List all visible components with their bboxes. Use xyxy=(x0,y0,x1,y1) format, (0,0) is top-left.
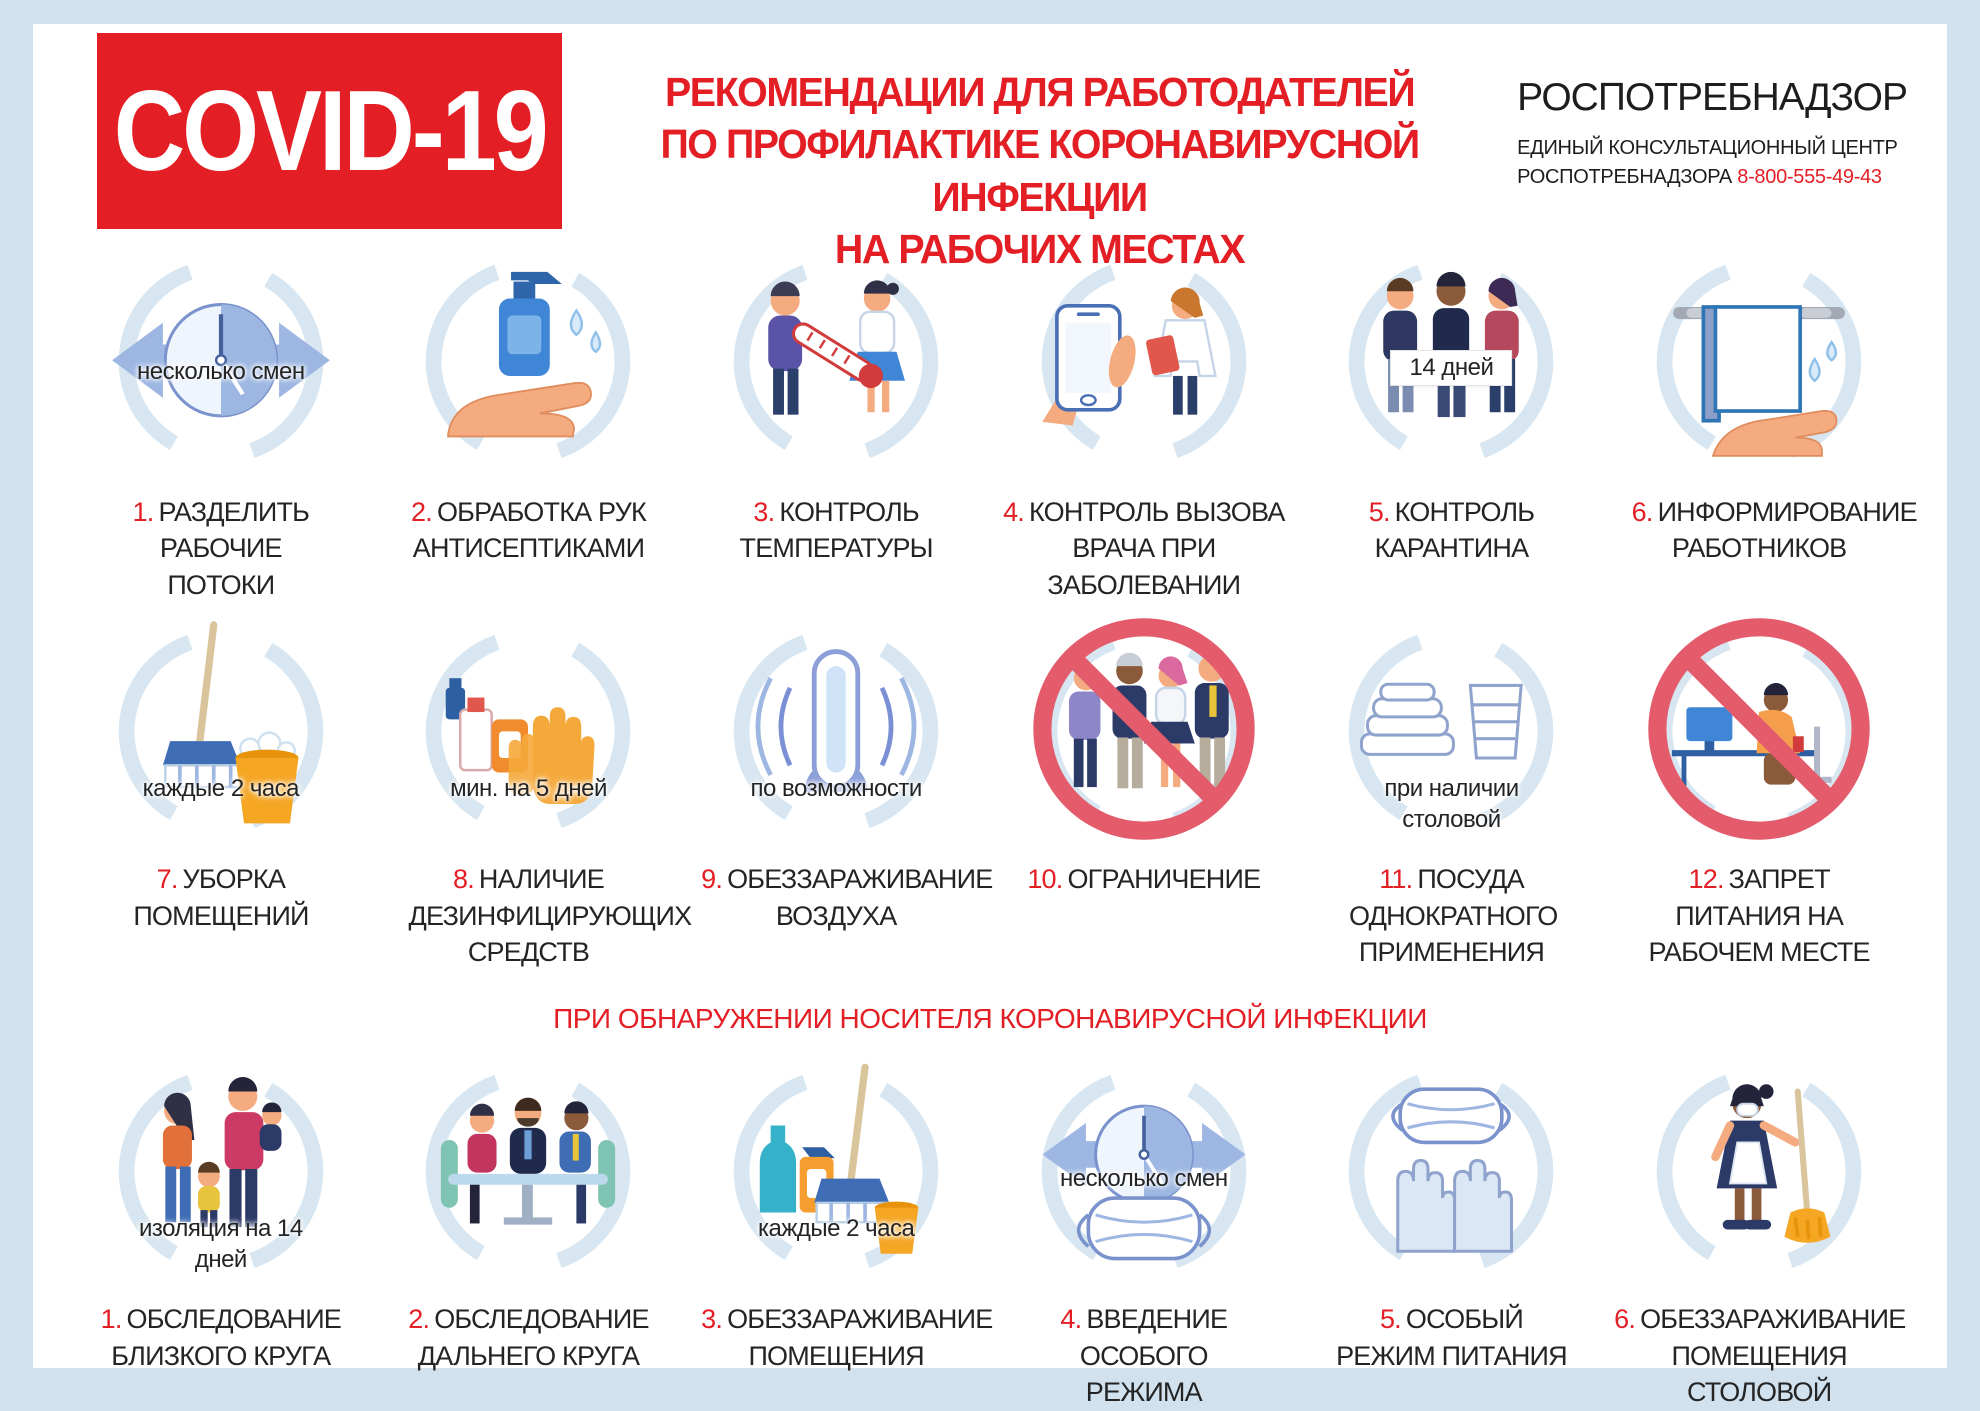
mask-gloves-icon xyxy=(1349,1069,1554,1274)
item-8-disinfectants-stock: мин. на 5 дней 8. НАЛИЧИЕ ДЕЗИНФИЦИРУЮЩИХ… xyxy=(375,603,692,993)
thermometer-check-icon xyxy=(733,259,939,464)
meeting-table-icon xyxy=(426,1069,631,1274)
item-label: 7. УБОРКА ПОМЕЩЕНИЙ xyxy=(133,864,309,931)
item-room-disinfection: каждые 2 часа 3. ОБЕЗЗАРАЖИВАНИЕ ПОМЕЩЕНИ… xyxy=(682,1043,993,1410)
item-special-catering-regime: 5. ОСОБЫЙ РЕЖИМ ПИТАНИЯ xyxy=(1298,1043,1606,1410)
recommendations-row-2: каждые 2 часа 7. УБОРКА ПОМЕЩЕНИЙ xyxy=(33,603,1947,993)
clock-shifts-icon xyxy=(111,259,330,464)
quarantine-days-badge: 14 дней xyxy=(1390,350,1513,386)
air-recirculator-icon xyxy=(733,629,939,834)
title-line-1: РЕКОМЕНДАЦИИ ДЛЯ РАБОТОДАТЕЛЕЙ xyxy=(664,69,1416,115)
item-caption: каждые 2 часа xyxy=(757,1215,915,1243)
item-caption: при наличии столовой xyxy=(1384,774,1519,834)
family-circle-icon xyxy=(118,1069,324,1274)
cleaning-supplies-icon xyxy=(733,1064,939,1274)
agency-name: РОСПОТРЕБНАДЗОР xyxy=(1517,76,1908,119)
item-label: 4. КОНТРОЛЬ ВЫЗОВА ВРАЧА ПРИ ЗАБОЛЕВАНИИ xyxy=(1003,497,1285,600)
title-line-3: НА РАБОЧИХ МЕСТАХ xyxy=(834,226,1246,273)
no-eating-desk-icon xyxy=(1648,618,1870,841)
recommendations-row-1: несколько смен 1. РАЗДЕЛИТЬ РАБОЧИЕ ПОТОК… xyxy=(33,230,1947,603)
item-7-room-cleaning: каждые 2 часа 7. УБОРКА ПОМЕЩЕНИЙ xyxy=(67,603,375,993)
mop-bucket-icon xyxy=(118,621,324,834)
item-caption: несколько смен xyxy=(1060,1165,1228,1193)
item-label: 5. КОНТРОЛЬ КАРАНТИНА xyxy=(1368,497,1535,564)
agency-block: РОСПОТРЕБНАДЗОР ЕДИНЫЙ КОНСУЛЬТАЦИОННЫЙ … xyxy=(1517,76,1908,192)
item-6-informing-workers: 6. ИНФОРМИРОВАНИЕ РАБОТНИКОВ xyxy=(1605,230,1918,603)
item-caption: несколько смен xyxy=(137,358,305,385)
hotline-info: ЕДИНЫЙ КОНСУЛЬТАЦИОННЫЙ ЦЕНТР РОСПОТРЕБН… xyxy=(1517,134,1907,192)
item-label: 6. ОБЕЗЗАРАЖИВАНИЕ ПОМЕЩЕНИЯ СТОЛОВОЙ xyxy=(1614,1304,1906,1408)
title-line-2: ПО ПРОФИЛАКТИКЕ КОРОНАВИРУСНОЙ ИНФЕКЦИИ xyxy=(660,121,1420,220)
item-label: 10. ОГРАНИЧЕНИЕ xyxy=(1027,864,1261,895)
item-caption: по возможности xyxy=(750,775,923,803)
hand-antiseptic-icon xyxy=(426,259,631,464)
disinfectants-gloves-icon xyxy=(426,629,631,834)
item-12-no-eating-at-workplace: 12. ЗАПРЕТ ПИТАНИЯ НА РАБОЧЕМ МЕСТЕ xyxy=(1605,603,1913,993)
item-label: 4. ВВЕДЕНИЕ ОСОБОГО РЕЖИМА xyxy=(1060,1304,1228,1408)
item-caption: мин. на 5 дней xyxy=(450,775,607,803)
item-caption: каждые 2 часа xyxy=(142,775,300,803)
item-1-split-flows: несколько смен 1. РАЗДЕЛИТЬ РАБОЧИЕ ПОТОК… xyxy=(67,230,375,603)
clock-mask-icon xyxy=(1041,1069,1247,1274)
hotline-phone: 8-800-555-49-43 xyxy=(1737,166,1882,188)
item-label: 8. НАЛИЧИЕ ДЕЗИНФИЦИРУЮЩИХ СРЕДСТВ xyxy=(408,864,692,968)
no-gatherings-icon xyxy=(1033,618,1255,841)
item-label: 3. ОБЕЗЗАРАЖИВАНИЕ ПОМЕЩЕНИЯ xyxy=(701,1304,993,1371)
item-9-air-disinfection: по возможности 9. ОБЕЗЗАРАЖИВАНИЕ ВОЗДУХА xyxy=(682,603,993,993)
item-far-circle-examination: 2. ОБСЛЕДОВАНИЕ ДАЛЬНЕГО КРУГА xyxy=(375,1043,683,1410)
towel-hand-icon xyxy=(1656,259,1862,464)
page-title: РЕКОМЕНДАЦИИ ДЛЯ РАБОТОДАТЕЛЕЙ ПО ПРОФИЛ… xyxy=(581,66,1498,276)
header: COVID-19 РЕКОМЕНДАЦИИ ДЛЯ РАБОТОДАТЕЛЕЙ … xyxy=(33,24,1947,272)
item-4-doctor-call-control: 4. КОНТРОЛЬ ВЫЗОВА ВРАЧА ПРИ ЗАБОЛЕВАНИИ xyxy=(990,230,1298,603)
item-canteen-disinfection: 6. ОБЕЗЗАРАЖИВАНИЕ ПОМЕЩЕНИЯ СТОЛОВОЙ xyxy=(1605,1043,1913,1410)
item-caption: изоляция на 14 дней xyxy=(138,1214,303,1274)
cleaner-mop-icon xyxy=(1656,1069,1862,1274)
disposable-tableware-icon xyxy=(1349,629,1554,834)
covid19-badge: COVID-19 xyxy=(97,33,562,229)
item-3-temperature-control: 3. КОНТРОЛЬ ТЕМПЕРАТУРЫ xyxy=(682,230,990,603)
item-label: 6. ИНФОРМИРОВАНИЕ РАБОТНИКОВ xyxy=(1631,497,1918,564)
item-close-circle-examination: изоляция на 14 дней 1. ОБСЛЕДОВАНИЕ БЛИЗК… xyxy=(67,1043,375,1410)
item-2-hand-antiseptic: 2. ОБРАБОТКА РУК АНТИСЕПТИКАМИ xyxy=(375,230,683,603)
covid19-badge-text: COVID-19 xyxy=(113,66,549,195)
hotline-line-2: РОСПОТРЕБНАДЗОРА xyxy=(1517,166,1732,188)
item-label: 9. ОБЕЗЗАРАЖИВАНИЕ ВОЗДУХА xyxy=(701,864,993,931)
item-label: 3. КОНТРОЛЬ ТЕМПЕРАТУРЫ xyxy=(739,497,934,564)
phone-doctor-icon xyxy=(1041,259,1247,464)
hotline-line-1: ЕДИНЫЙ КОНСУЛЬТАЦИОННЫЙ ЦЕНТР xyxy=(1517,137,1898,159)
item-special-regime-introduction: несколько смен 4. ВВЕДЕНИЕ ОСОБОГО РЕЖИМА xyxy=(990,1043,1298,1410)
section-2-title: ПРИ ОБНАРУЖЕНИИ НОСИТЕЛЯ КОРОНАВИРУСНОЙ … xyxy=(553,1003,1427,1035)
item-label: 2. ОБСЛЕДОВАНИЕ ДАЛЬНЕГО КРУГА xyxy=(408,1304,649,1371)
item-label: 5. ОСОБЫЙ РЕЖИМ ПИТАНИЯ xyxy=(1336,1304,1568,1371)
item-label: 11. ПОСУДА ОДНОКРАТНОГО ПРИМЕНЕНИЯ xyxy=(1348,864,1558,968)
item-11-disposable-tableware: при наличии столовой 11. ПОСУДА ОДНОКРАТН… xyxy=(1298,603,1606,993)
item-5-quarantine-control: 14 дней 5. КОНТРОЛЬ КАРАНТИНА xyxy=(1298,230,1606,603)
item-label: 2. ОБРАБОТКА РУК АНТИСЕПТИКАМИ xyxy=(411,497,647,564)
carrier-detected-row: изоляция на 14 дней 1. ОБСЛЕДОВАНИЕ БЛИЗК… xyxy=(33,1043,1947,1410)
item-10-gathering-restriction: 10. ОГРАНИЧЕНИЕ xyxy=(990,603,1298,993)
item-label: 12. ЗАПРЕТ ПИТАНИЯ НА РАБОЧЕМ МЕСТЕ xyxy=(1648,864,1871,968)
poster-sheet: COVID-19 РЕКОМЕНДАЦИИ ДЛЯ РАБОТОДАТЕЛЕЙ … xyxy=(33,24,1947,1407)
item-label: 1. ОБСЛЕДОВАНИЕ БЛИЗКОГО КРУГА xyxy=(100,1304,342,1371)
item-label: 1. РАЗДЕЛИТЬ РАБОЧИЕ ПОТОКИ xyxy=(132,497,310,600)
